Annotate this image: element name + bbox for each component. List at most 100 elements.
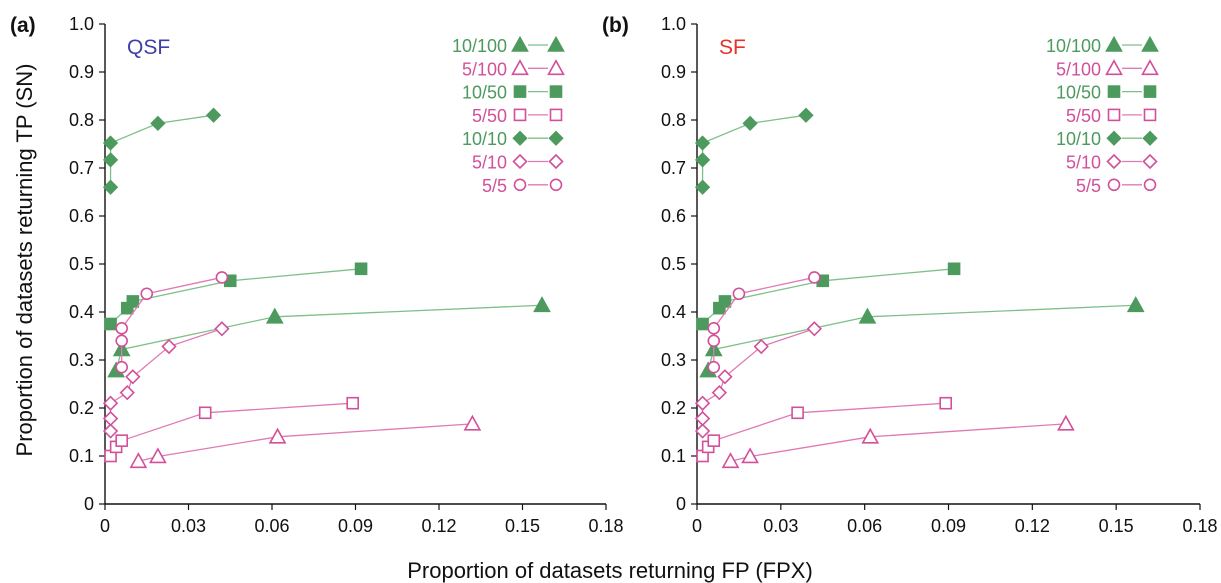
series-line: [115, 304, 543, 371]
x-tick-label: 0.03: [763, 516, 798, 536]
data-point: [939, 396, 953, 410]
y-tick-label: 0.5: [661, 254, 686, 274]
data-point: [694, 423, 711, 439]
x-tick-label: 0.06: [847, 516, 882, 536]
y-tick-label: 0: [676, 494, 686, 514]
data-point: [721, 452, 740, 469]
legend-entry-label: 5/100: [1056, 59, 1101, 79]
x-tick-label: 0.12: [1015, 516, 1050, 536]
legend-marker: [1106, 153, 1122, 170]
y-tick-label: 0.6: [661, 206, 686, 226]
data-point: [718, 295, 732, 308]
data-point: [102, 395, 119, 411]
x-axis-title: Proportion of datasets returning FP (FPX…: [407, 558, 813, 583]
data-point: [115, 334, 128, 348]
legend-entry-label: 5/10: [472, 153, 507, 173]
data-point: [102, 179, 119, 195]
data-point: [717, 369, 733, 385]
data-point: [215, 271, 229, 284]
legend-marker: [1107, 178, 1121, 192]
legend-marker: [1142, 153, 1158, 170]
series-10-50: [696, 262, 961, 331]
y-tick-label: 0.1: [69, 446, 94, 466]
legend-marker: [513, 85, 527, 98]
series-10-100: [699, 296, 1145, 378]
panel-label: (b): [602, 14, 629, 37]
data-point: [808, 271, 821, 284]
legend-entry-label: 10/100: [452, 36, 507, 56]
x-tick-label: 0: [692, 516, 702, 536]
series-line: [138, 423, 473, 462]
y-tick-label: 1.0: [69, 14, 94, 34]
series-5-50: [696, 396, 953, 463]
legend-marker: [511, 35, 529, 52]
legend-entry-label: 5/50: [472, 106, 507, 126]
series-10-50: [104, 262, 368, 331]
chart-panels: 0 0.1 0.2 0.3 0.4 0.5 0.6 0.7 0.8 0.9 1.0 0 0.03 0.06…: [10, 14, 1218, 536]
x-tick-label: 0.09: [931, 516, 966, 536]
data-point: [711, 385, 727, 401]
y-tick-label: 0.4: [69, 302, 94, 322]
legend-marker: [1143, 178, 1157, 192]
chart-panel-1: 0 0.1 0.2 0.3 0.4 0.5 0.6 0.7 0.8 0.9 1.0 0 0.03 0.06…: [10, 14, 624, 536]
data-point: [533, 296, 551, 313]
y-tick-label: 1.0: [661, 14, 686, 34]
legend-entry-label: 10/50: [1056, 83, 1101, 103]
data-point: [463, 414, 482, 431]
data-point: [115, 360, 128, 374]
data-point: [346, 396, 360, 410]
data-point: [741, 447, 759, 464]
series-line: [730, 423, 1066, 462]
x-tick-label: 0.15: [505, 516, 540, 536]
legend-entry-label: 5/50: [1066, 106, 1101, 126]
x-tick-label: 0.18: [588, 516, 623, 536]
data-point: [1126, 296, 1145, 313]
legend-marker: [1141, 35, 1159, 52]
legend: 10/100 5/100 10/50 5/50 10/10 5/10 5/5: [1046, 35, 1159, 196]
legend-marker: [549, 178, 563, 192]
data-point: [140, 287, 154, 301]
data-point: [102, 423, 119, 439]
legend-marker: [548, 130, 564, 146]
data-point: [707, 334, 721, 348]
data-point: [694, 395, 711, 411]
x-tick-label: 0.15: [1099, 516, 1134, 536]
series-line: [121, 276, 223, 368]
legend-marker: [513, 108, 527, 122]
y-tick-label: 0.3: [69, 350, 94, 370]
data-point: [732, 287, 746, 301]
series-10-100: [107, 296, 551, 378]
data-point: [126, 295, 140, 308]
x-tick-label: 0.18: [1182, 516, 1217, 536]
series-10-10: [694, 107, 814, 195]
series-5-5: [707, 271, 821, 374]
x-tick-label: 0.12: [421, 516, 456, 536]
data-point: [806, 321, 822, 337]
series-line: [702, 402, 946, 457]
y-tick-label: 0.5: [69, 254, 94, 274]
chart-panel-2: 0 0.1 0.2 0.3 0.4 0.5 0.6 0.7 0.8 0.9 1.0 0 0.03 0.06…: [602, 14, 1218, 536]
legend-marker: [1107, 85, 1121, 98]
data-point: [858, 307, 877, 324]
x-tick-label: 0.09: [338, 516, 373, 536]
series-5-5: [115, 271, 229, 374]
series-5-10: [102, 321, 230, 439]
data-point: [696, 317, 709, 331]
series-line: [707, 304, 1136, 371]
legend-marker: [512, 153, 528, 170]
data-point: [129, 452, 148, 469]
legend-marker: [513, 178, 527, 192]
y-tick-label: 0.1: [661, 446, 686, 466]
legend-marker: [1141, 59, 1159, 76]
data-point: [198, 406, 212, 420]
series-10-10: [102, 107, 222, 195]
series-5-100: [129, 414, 482, 469]
data-point: [742, 115, 758, 131]
data-point: [115, 434, 128, 447]
legend-marker: [1106, 130, 1122, 146]
data-point: [268, 427, 287, 444]
data-point: [205, 107, 222, 123]
y-tick-label: 0.9: [661, 62, 686, 82]
data-point: [161, 338, 177, 355]
